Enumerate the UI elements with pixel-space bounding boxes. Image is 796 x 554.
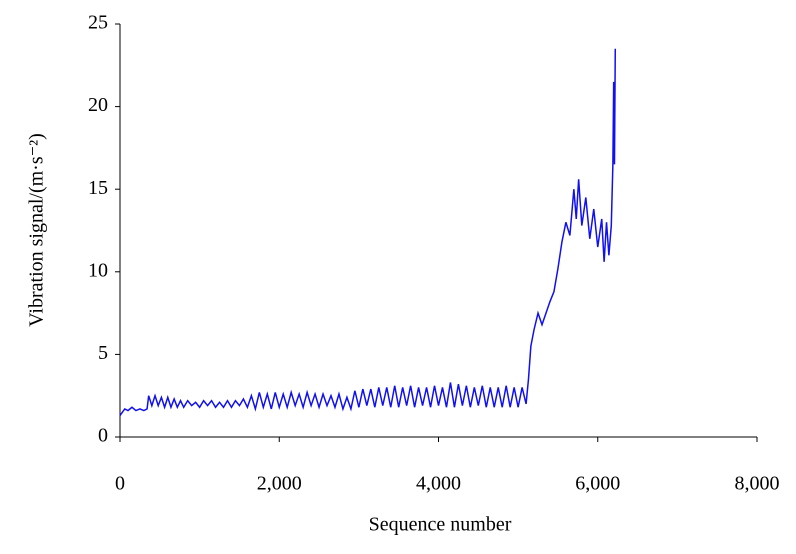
y-tick-label: 0 bbox=[98, 425, 108, 447]
x-tick-label: 0 bbox=[115, 473, 125, 495]
y-tick-label: 25 bbox=[88, 12, 108, 34]
data-line bbox=[119, 48, 617, 416]
y-tick-label: 20 bbox=[88, 94, 108, 116]
y-tick-label: 5 bbox=[98, 342, 108, 364]
x-tick-label: 6,000 bbox=[575, 473, 620, 495]
x-tick-label: 2,000 bbox=[257, 473, 302, 495]
x-axis-label: Sequence number bbox=[369, 514, 512, 536]
x-tick-label: 8,000 bbox=[735, 473, 780, 495]
y-tick-label: 15 bbox=[88, 177, 108, 199]
x-tick-label: 4,000 bbox=[416, 473, 461, 495]
y-axis-label: Vibration signal/(m·s⁻²) bbox=[26, 133, 48, 327]
y-tick-label: 10 bbox=[88, 259, 108, 281]
